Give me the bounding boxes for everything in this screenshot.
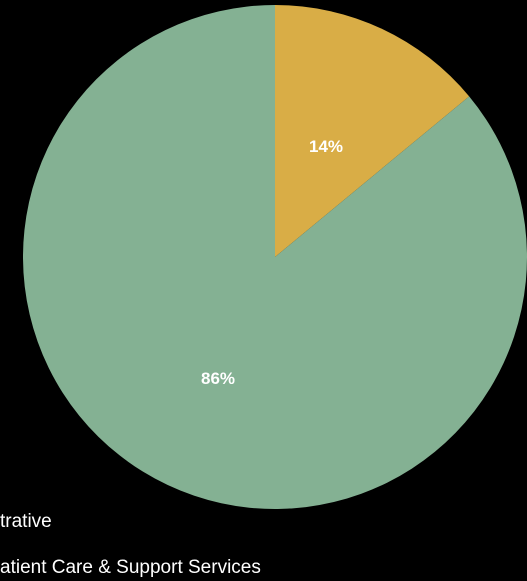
legend-entry-administrative: trative xyxy=(0,511,52,532)
pie-slices xyxy=(23,5,527,509)
slice-label-patient-care: 86% xyxy=(201,369,235,388)
legend: trative atient Care & Support Services xyxy=(0,511,261,578)
slice-label-administrative: 14% xyxy=(309,137,343,156)
pie-slice-labels: 14% 86% xyxy=(201,137,343,388)
pie-slice-patient-care-support-services xyxy=(23,5,527,509)
pie-slice-administrative xyxy=(275,5,470,257)
legend-entry-patient-care: atient Care & Support Services xyxy=(0,557,261,578)
